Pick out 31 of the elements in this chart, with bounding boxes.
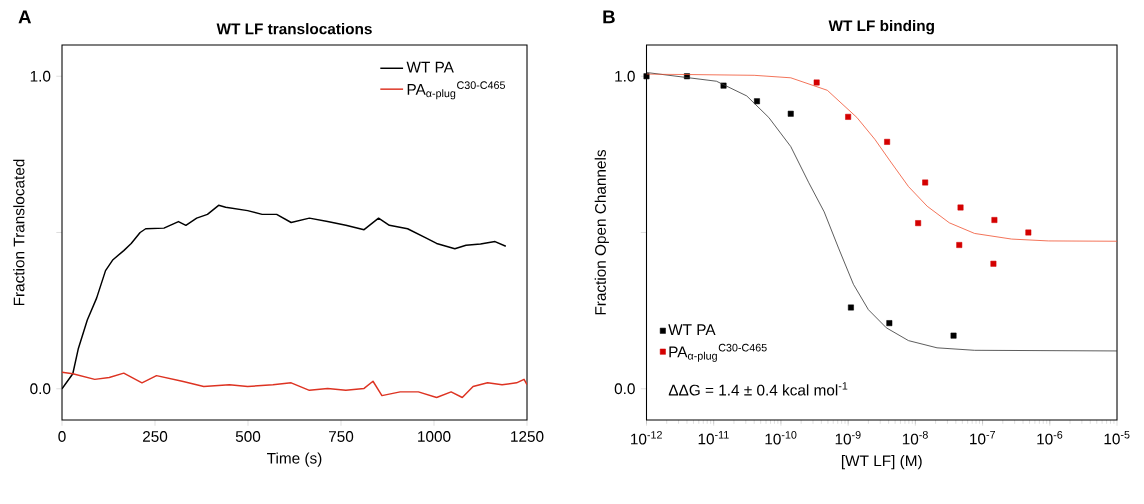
y-tick-label: 0.0 — [30, 383, 51, 395]
x-axis-title: Time (s) — [267, 452, 322, 467]
y-axis-title: Fraction Translocated — [13, 159, 25, 306]
x-tick-label: 500 — [235, 431, 261, 442]
x-tick-label: 0 — [58, 431, 66, 442]
y-tick-label: 1.0 — [30, 70, 51, 82]
x-tick-label: 10$^{-10}$ — [765, 431, 797, 445]
x-tick-label: 10$^{-8}$ — [902, 431, 928, 445]
chart-title: WT LF binding — [828, 19, 934, 35]
x-tick-label: 750 — [329, 431, 354, 442]
legend-label: PA$_{α-plug}$C30-C465 — [407, 81, 505, 100]
x-tick-label: 10$^{-6}$ — [1037, 431, 1063, 445]
legend-label: PA$_{α-plug}$C30-C465 — [669, 343, 767, 362]
x-tick-label: 10$^{-7}$ — [970, 431, 996, 445]
chart-title: WT LF translocations — [216, 23, 372, 35]
x-axis-title: [WT LF] (M) — [841, 455, 922, 470]
y-tick-label: 0.0 — [614, 383, 635, 395]
text: B — [603, 10, 615, 24]
x-tick-label: 10$^{-9}$ — [835, 431, 861, 445]
legend-label: WT PA — [406, 61, 454, 73]
x-tick-label: 10$^{-11}$ — [698, 431, 729, 445]
x-tick-label: 1000 — [418, 431, 451, 442]
x-tick-label: 1250 — [511, 431, 544, 442]
x-tick-label: 10$^{-5}$ — [1104, 431, 1130, 445]
x-tick-label: 250 — [142, 431, 168, 442]
y-axis-title: Fraction Open Channels — [594, 149, 609, 315]
annotation: ΔΔG = 1.4 ± 0.4 kcal mol$^{-1}$ — [668, 382, 848, 396]
legend-label: WT PA — [668, 324, 716, 335]
x-tick-label: 10$^{-12}$ — [631, 431, 662, 445]
y-tick-label: 1.0 — [615, 70, 635, 82]
text: A — [18, 10, 32, 24]
